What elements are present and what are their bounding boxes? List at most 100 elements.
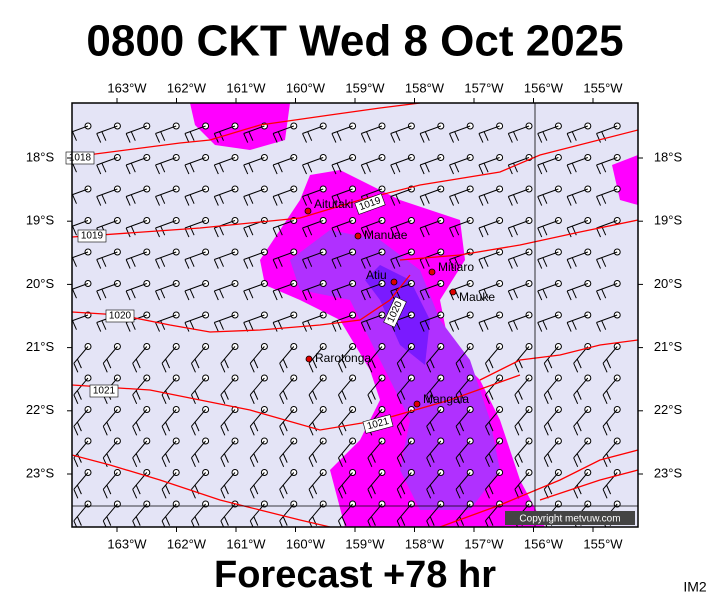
barb-staff xyxy=(125,220,147,229)
barb-staff xyxy=(73,377,89,396)
wind-barb xyxy=(396,343,415,373)
barb-flag xyxy=(547,484,553,495)
barb-flag xyxy=(331,259,337,269)
wind-barb xyxy=(543,406,562,436)
barb-flag xyxy=(573,363,579,373)
wind-barb xyxy=(272,248,298,269)
barb-staff xyxy=(272,283,294,292)
barb-flag xyxy=(336,225,342,236)
barb-flag xyxy=(542,257,548,267)
barb-flag xyxy=(72,194,77,204)
barb-flag xyxy=(302,290,307,301)
barb-staff xyxy=(596,125,618,134)
barb-staff xyxy=(96,220,118,229)
barb-flag xyxy=(601,162,607,173)
barb-flag xyxy=(478,227,484,238)
barb-staff xyxy=(72,251,89,259)
barb-flag xyxy=(513,131,518,141)
island-marker xyxy=(390,278,398,286)
isobars xyxy=(72,103,638,527)
wind-barb xyxy=(302,280,327,301)
lon-label: 158°W xyxy=(405,536,445,551)
barb-flag xyxy=(184,322,190,332)
barb-flag xyxy=(517,390,523,400)
title: 0800 CKT Wed 8 Oct 2025 xyxy=(86,17,623,66)
wind-barb xyxy=(367,500,386,527)
barb-flag xyxy=(514,363,520,373)
barb-staff xyxy=(596,220,618,229)
barb-staff xyxy=(361,251,383,260)
wind-barb xyxy=(426,374,445,405)
barb-flag xyxy=(360,133,366,143)
barb-staff xyxy=(243,251,265,260)
barb-flag xyxy=(72,131,77,141)
barb-flag xyxy=(513,257,518,267)
barb-flag xyxy=(220,394,226,405)
barb-flag xyxy=(537,290,543,301)
lon-label: 157°W xyxy=(464,536,504,551)
barb-flag xyxy=(367,489,373,499)
barb-flag xyxy=(160,320,166,330)
barb-flag xyxy=(395,257,401,267)
lon-label: 159°W xyxy=(345,80,385,95)
wind-barb xyxy=(213,280,239,301)
barb-staff xyxy=(184,251,206,260)
barb-staff xyxy=(96,251,118,260)
barb-flag xyxy=(338,489,343,499)
barb-flag xyxy=(96,290,102,301)
island-name: Atiu xyxy=(366,268,387,282)
barb-flag xyxy=(76,421,82,432)
barb-flag xyxy=(517,453,523,463)
barb-staff xyxy=(155,157,177,166)
isobar-label: 1021 xyxy=(89,384,119,398)
barb-flag xyxy=(360,322,366,332)
barb-flag xyxy=(73,520,78,527)
barb-flag xyxy=(596,227,601,238)
barb-flag xyxy=(277,257,283,267)
barb-flag xyxy=(73,489,79,499)
barb-staff xyxy=(596,251,618,260)
wind-barb xyxy=(155,154,180,175)
barb-flag xyxy=(566,322,572,332)
isobar-label-box xyxy=(105,309,135,323)
wind-barb xyxy=(191,406,210,436)
barb-flag xyxy=(184,196,190,206)
lat-label: 20°S xyxy=(26,276,55,291)
barb-flag xyxy=(279,520,283,527)
wind-barb xyxy=(249,469,268,499)
barb-flag xyxy=(331,133,337,143)
wind-barb xyxy=(573,374,592,405)
barb-flag xyxy=(596,133,601,143)
barb-staff xyxy=(272,188,294,197)
wind-barb xyxy=(279,343,298,373)
barb-flag xyxy=(165,484,171,495)
barb-flag xyxy=(223,453,229,463)
barb-flag xyxy=(160,257,166,267)
barb-flag xyxy=(282,390,288,400)
barb-flag xyxy=(513,225,518,236)
wind-barb xyxy=(125,280,151,301)
barb-flag xyxy=(429,453,435,463)
barb-flag xyxy=(390,133,396,143)
barb-flag xyxy=(253,484,259,495)
island-name: Manuae xyxy=(364,228,408,242)
wind-barb xyxy=(360,217,386,238)
barb-flag xyxy=(125,259,131,269)
barb-staff xyxy=(361,157,383,166)
wind-barb xyxy=(602,374,621,405)
barb-staff xyxy=(302,157,324,166)
barb-flag xyxy=(395,225,401,236)
wind-barb xyxy=(155,311,180,332)
barb-staff xyxy=(449,220,471,229)
lon-label: 157°W xyxy=(464,80,504,95)
barb-flag xyxy=(543,394,549,405)
barb-flag xyxy=(132,520,136,527)
barb-staff xyxy=(96,283,118,292)
barb-flag xyxy=(72,320,77,330)
barb-flag xyxy=(135,516,141,526)
barb-staff xyxy=(396,377,412,396)
barb-flag xyxy=(160,162,166,173)
barb-staff xyxy=(302,125,324,134)
barb-flag xyxy=(161,520,166,527)
wind-barb xyxy=(331,154,357,175)
